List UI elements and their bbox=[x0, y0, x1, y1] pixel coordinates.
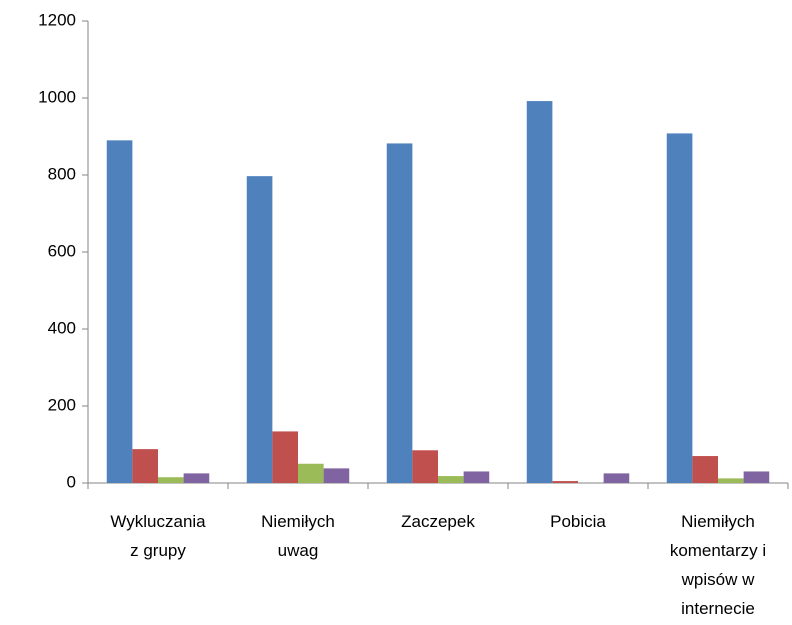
y-tick-label: 200 bbox=[48, 395, 76, 414]
bar bbox=[718, 478, 744, 483]
bar bbox=[246, 176, 273, 483]
y-tick-label: 1000 bbox=[38, 87, 76, 106]
y-tick-label: 400 bbox=[48, 318, 76, 337]
bar bbox=[603, 473, 630, 483]
bar bbox=[666, 133, 693, 484]
bar bbox=[692, 456, 718, 483]
bar bbox=[438, 476, 464, 483]
bar bbox=[106, 140, 133, 483]
y-tick-label: 1200 bbox=[38, 10, 76, 29]
bar bbox=[526, 101, 553, 483]
x-tick-label: Wykluczania z grupy bbox=[110, 512, 206, 560]
bar bbox=[298, 463, 324, 483]
y-tick-label: 0 bbox=[67, 472, 76, 491]
x-tick-label: Pobicia bbox=[550, 512, 606, 531]
bar bbox=[272, 431, 298, 483]
bar bbox=[386, 143, 413, 483]
y-tick-label: 800 bbox=[48, 164, 76, 183]
bar bbox=[323, 468, 350, 483]
bar bbox=[183, 473, 210, 483]
x-tick-label: Niemiłych komentarzy i wpisów w internecie bbox=[670, 512, 766, 618]
x-tick-label: Zaczepek bbox=[401, 512, 475, 531]
bar bbox=[552, 481, 578, 483]
bar bbox=[158, 477, 184, 483]
bar bbox=[743, 471, 770, 483]
bar bbox=[463, 471, 490, 483]
y-tick-label: 600 bbox=[48, 241, 76, 260]
x-tick-label: Niemiłych uwag bbox=[261, 512, 335, 560]
bar bbox=[132, 449, 158, 483]
bar bbox=[412, 450, 438, 483]
